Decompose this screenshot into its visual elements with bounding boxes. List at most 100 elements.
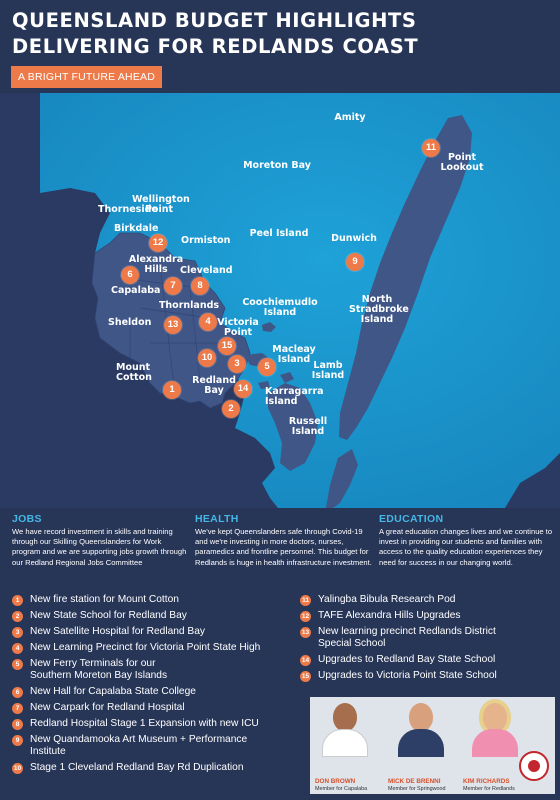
map-marker: 2: [222, 400, 240, 418]
item-text: New Hall for Capalaba State College: [30, 686, 196, 698]
member-body: [472, 729, 518, 757]
item-text: TAFE Alexandra Hills Upgrades: [318, 609, 461, 621]
map-marker: 14: [234, 380, 252, 398]
south-stradbroke-island-shape: [326, 449, 358, 508]
item-text-continued: Special School: [318, 638, 386, 650]
list-item: 1 New fire station for Mount Cotton: [12, 594, 298, 607]
karragarra-island-shape: [258, 381, 270, 389]
list-item: 11 Yalingba Bibula Research Pod: [300, 594, 558, 607]
member-name: KIM RICHARDS: [463, 778, 510, 785]
map-marker: 4: [199, 313, 217, 331]
list-item: 7 New Carpark for Redland Hospital: [12, 702, 298, 715]
item-text-continued: Southern Moreton Bay Islands: [30, 670, 168, 682]
redlands-map: Amity Moreton Bay Point Lookout Wellingt…: [0, 93, 560, 508]
list-item: 9 New Quandamooka Art Museum + Performanc…: [12, 734, 298, 759]
map-label-peel-island: Peel Island: [249, 228, 309, 239]
education-text: A great education changes lives and we c…: [379, 527, 553, 567]
map-marker: 1: [163, 381, 181, 399]
map-marker: 5: [258, 358, 276, 376]
jobs-heading: JOBS: [12, 513, 42, 525]
jobs-text: We have record investment in skills and …: [12, 527, 187, 567]
map-label-thornlands: Thornlands: [158, 300, 220, 311]
member-body: [398, 729, 444, 757]
item-number: 4: [12, 642, 23, 654]
member-photo-kim-richards: [472, 703, 518, 778]
map-label-alexandra-hills: Alexandra Hills: [128, 254, 184, 275]
item-text: New Carpark for Redland Hospital: [30, 701, 185, 713]
item-number: 5: [12, 658, 23, 670]
map-label-victoria-point: Victoria Point: [217, 317, 259, 338]
item-text: Redland Hospital Stage 1 Expansion with …: [30, 717, 259, 729]
map-label-mount-cotton: Mount Cotton: [116, 362, 152, 383]
map-marker: 12: [149, 234, 167, 252]
map-label-ormiston: Ormiston: [181, 235, 231, 246]
map-label-redland-bay: Redland Bay: [192, 375, 236, 396]
item-number: 9: [12, 734, 23, 746]
health-text: We've kept Queenslanders safe through Co…: [195, 527, 372, 567]
member-role: Member for Springwood: [388, 786, 446, 792]
item-text: New fire station for Mount Cotton: [30, 594, 179, 605]
member-role: Member for Capalaba: [315, 786, 368, 792]
russell-island-shape: [268, 383, 318, 471]
item-number: 8: [12, 718, 23, 730]
item-number: 3: [12, 626, 23, 638]
list-item: 14 Upgrades to Redland Bay State School: [300, 654, 558, 667]
list-item: 2 New State School for Redland Bay: [12, 610, 298, 623]
member-name: MICK DE BRENNI: [388, 778, 441, 785]
list-item: 8 Redland Hospital Stage 1 Expansion with…: [12, 718, 298, 731]
map-label-russell-island: Russell Island: [288, 416, 328, 437]
queensland-government-seal: [519, 751, 549, 781]
item-text: Upgrades to Redland Bay State School: [318, 654, 496, 666]
map-label-cleveland: Cleveland: [180, 265, 233, 276]
page-subtitle: DELIVERING FOR REDLANDS COAST: [12, 35, 419, 58]
mainland-east-landmass: [505, 453, 560, 508]
item-text: New Satellite Hospital for Redland Bay: [30, 625, 205, 637]
map-label-moreton-bay: Moreton Bay: [243, 160, 311, 171]
member-head: [409, 703, 433, 731]
item-number: 13: [300, 626, 311, 638]
list-item: 13 New learning precinct Redlands Distric…: [300, 626, 558, 651]
tagline-banner: A BRIGHT FUTURE AHEAD: [11, 66, 163, 88]
member-name: DON BROWN: [315, 778, 356, 785]
coochiemudlo-island-shape: [262, 322, 276, 332]
map-label-north-stradbroke-island: North Stradbroke Island: [349, 294, 409, 325]
map-marker: 3: [228, 355, 246, 373]
member-role: Member for Redlands: [463, 786, 515, 792]
item-text: New Quandamooka Art Museum + Performance: [30, 733, 248, 745]
map-marker: 9: [346, 253, 364, 271]
map-label-birkdale: Birkdale: [114, 223, 159, 234]
item-text: New learning precinct Redlands District: [318, 625, 496, 637]
member-body: [322, 729, 368, 757]
map-marker: 11: [422, 139, 440, 157]
map-label-lamb-island: Lamb Island: [311, 360, 345, 381]
list-item: 3 New Satellite Hospital for Redland Bay: [12, 626, 298, 639]
list-item: 6 New Hall for Capalaba State College: [12, 686, 298, 699]
members-panel: DON BROWN Member for Capalaba MICK DE BR…: [310, 697, 555, 794]
list-item: 15 Upgrades to Victoria Point State Schoo…: [300, 670, 558, 683]
page-title: QUEENSLAND BUDGET HIGHLIGHTS: [12, 9, 417, 32]
item-number: 11: [300, 595, 311, 606]
item-text: New Learning Precinct for Victoria Point…: [30, 641, 261, 653]
map-label-coochiemudlo-island: Coochiemudlo Island: [242, 297, 318, 318]
map-label-macleay-island: Macleay Island: [272, 344, 316, 365]
item-number: 2: [12, 610, 23, 622]
north-stradbroke-island-shape: [339, 115, 472, 440]
map-label-point-lookout: Point Lookout: [440, 152, 484, 173]
map-label-thorneside: Thorneside: [98, 204, 158, 215]
map-marker: 6: [121, 266, 139, 284]
map-marker: 8: [191, 277, 209, 295]
list-item: 4 New Learning Precinct for Victoria Poin…: [12, 642, 298, 655]
health-section: HEALTH We've kept Queenslanders safe thr…: [195, 513, 373, 568]
item-number: 12: [300, 610, 311, 622]
map-label-amity: Amity: [334, 112, 366, 123]
member-photo-mick-de-brenni: [398, 703, 444, 778]
item-text-continued: Institute: [30, 746, 66, 758]
map-label-sheldon: Sheldon: [108, 317, 152, 328]
member-photo-don-brown: [322, 703, 368, 778]
commitments-list-left: 1 New fire station for Mount Cotton 2 New …: [12, 594, 298, 778]
item-text: Yalingba Bibula Research Pod: [318, 594, 456, 605]
item-number: 6: [12, 687, 23, 699]
map-marker: 7: [164, 277, 182, 295]
map-label-dunwich: Dunwich: [331, 233, 377, 244]
jobs-section: JOBS We have record investment in skills…: [12, 513, 190, 568]
